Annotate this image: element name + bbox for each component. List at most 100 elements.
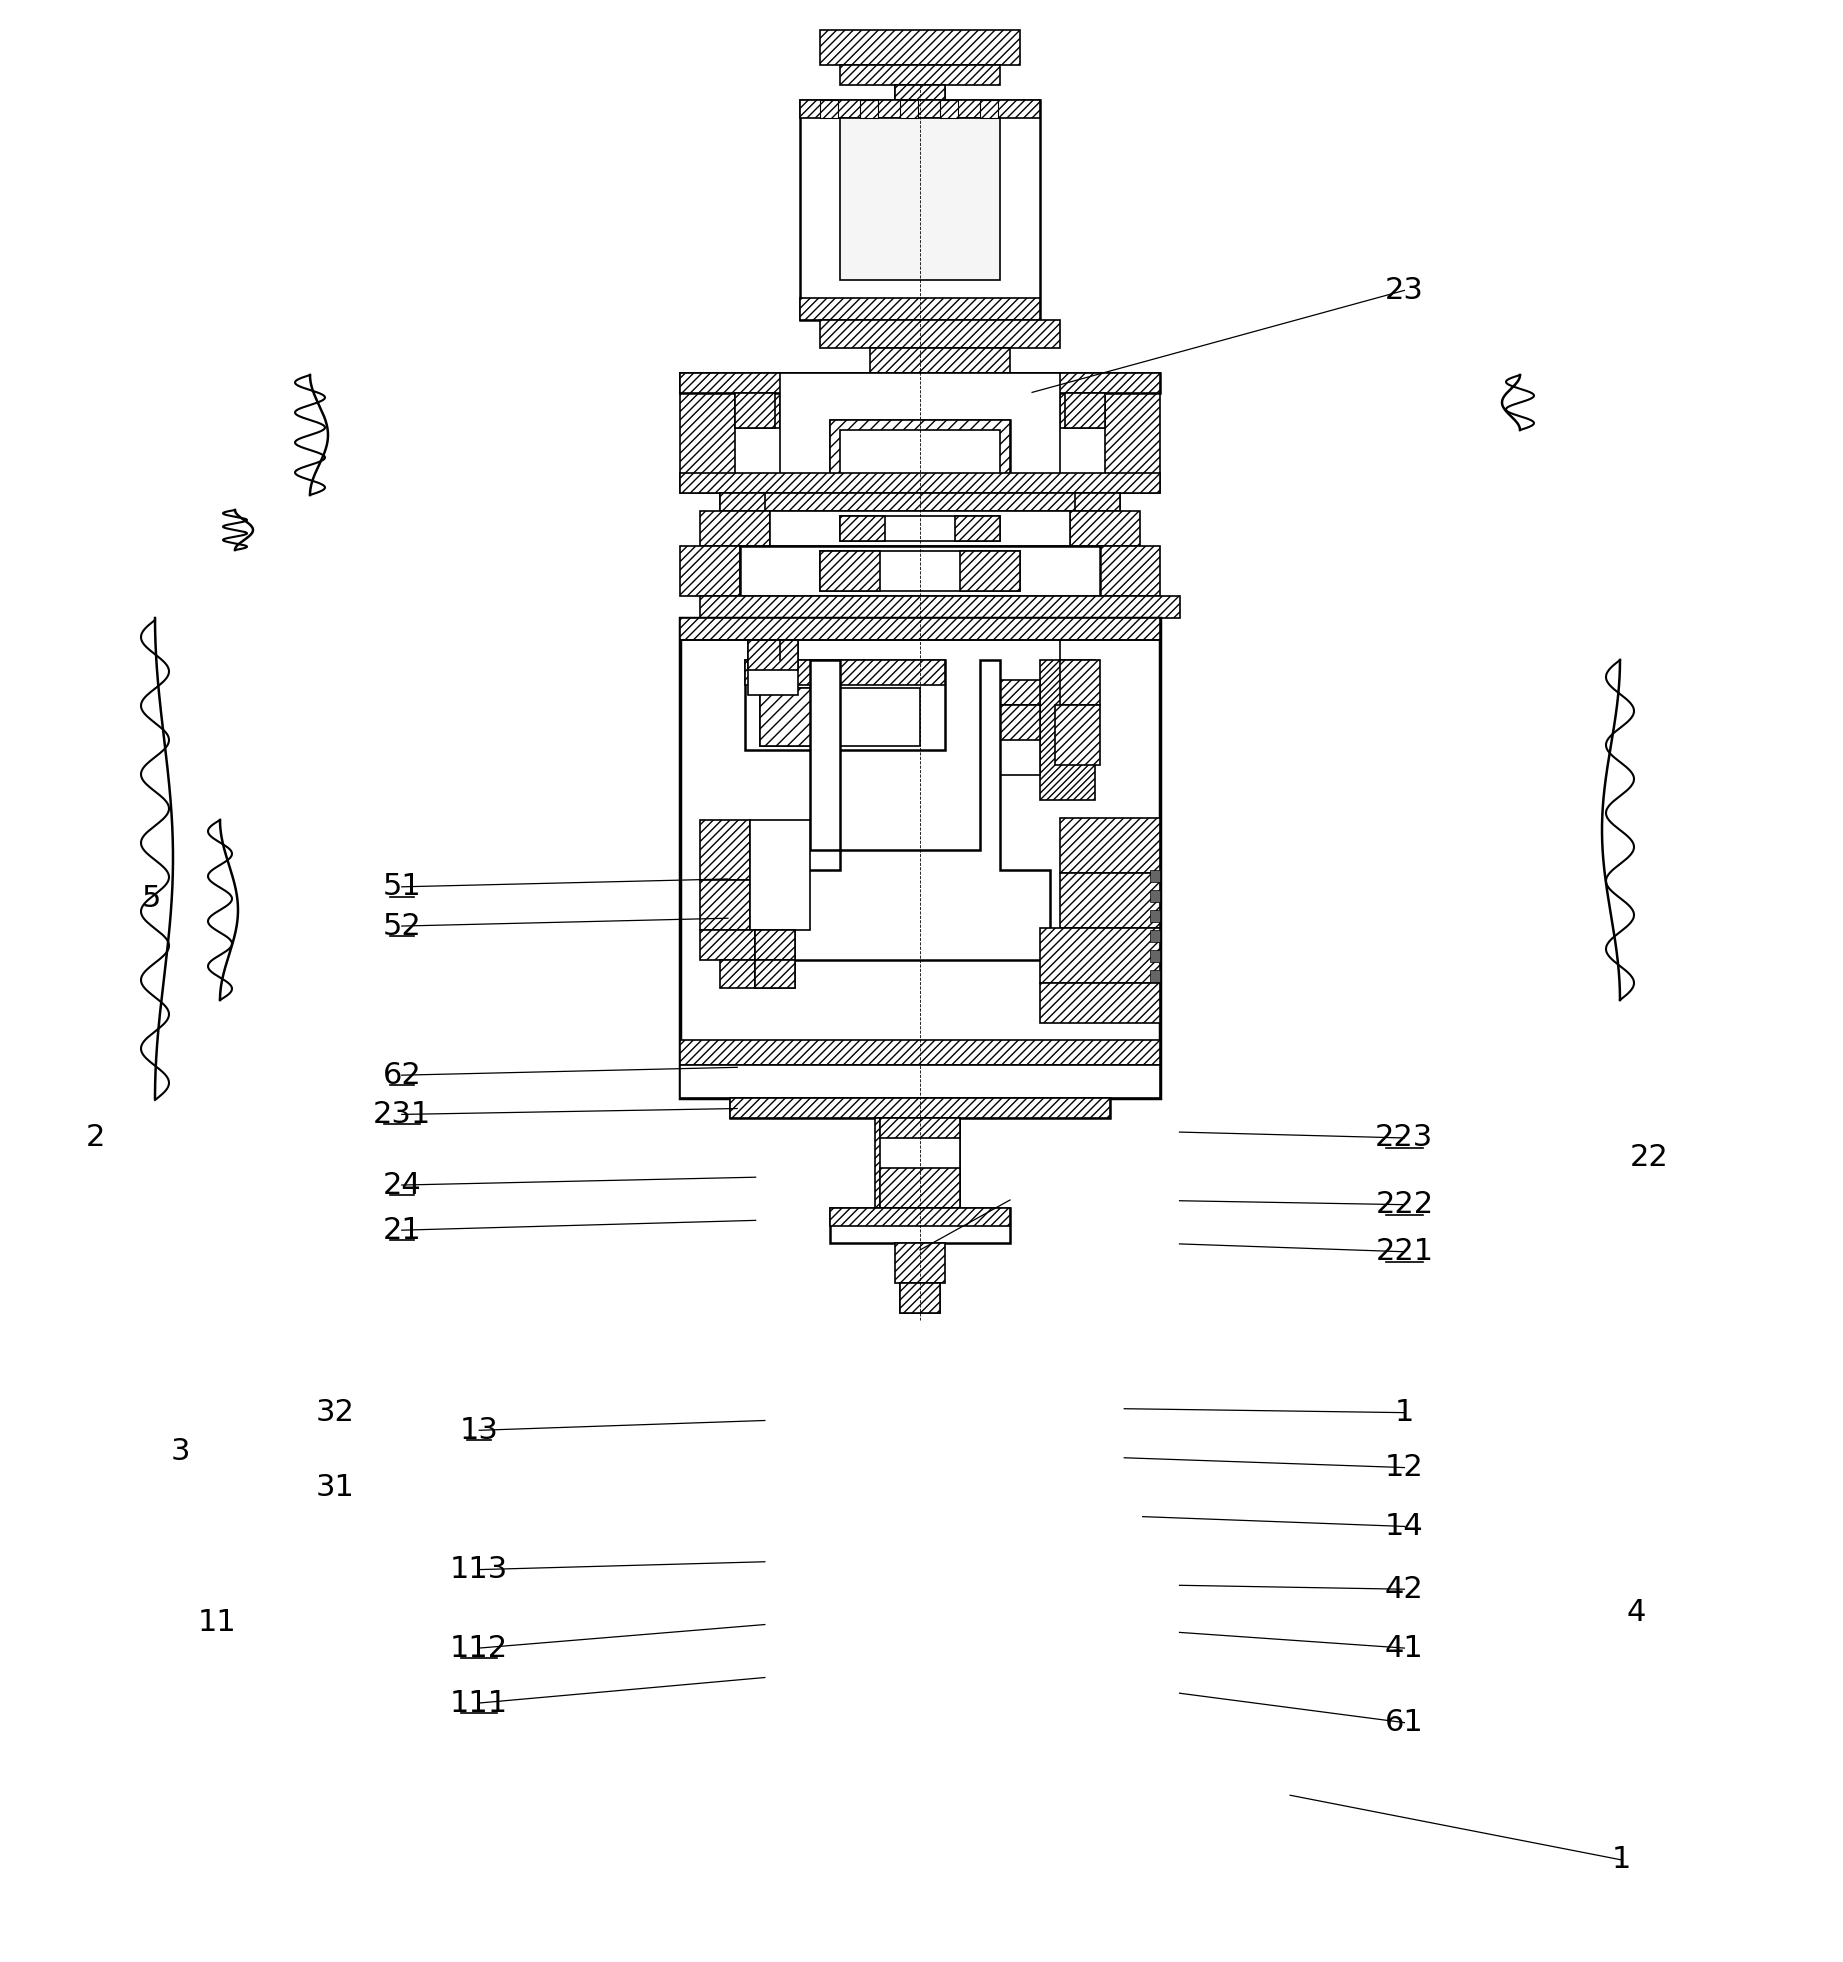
Bar [680,618,1159,640]
Bar [750,820,811,930]
Bar [1060,659,1100,704]
Bar [756,930,794,989]
Bar [1065,392,1106,428]
Bar [735,373,780,428]
Text: 111: 111 [450,1689,509,1717]
Text: 62: 62 [382,1061,422,1089]
Bar [980,100,999,118]
Text: 231: 231 [372,1101,431,1128]
Bar [700,596,1180,618]
Bar [748,640,798,669]
Bar [1095,618,1159,1099]
Bar [829,1209,1010,1226]
Bar [700,881,750,930]
Bar [759,689,820,746]
Bar [875,1118,960,1209]
Text: 24: 24 [382,1171,422,1199]
Bar [721,959,756,989]
Bar [700,930,756,959]
Bar [680,1065,1159,1099]
Bar [721,492,765,510]
Bar [800,100,1039,118]
Bar [800,100,1039,320]
Bar [1001,704,1039,740]
Text: 5: 5 [142,885,160,912]
Bar [899,100,918,118]
Bar [896,1244,945,1283]
Bar [756,959,794,989]
Bar [829,420,1010,485]
Text: 222: 222 [1375,1191,1434,1218]
Bar [1001,704,1039,775]
Text: 1: 1 [1613,1846,1631,1874]
Bar [1150,910,1159,922]
Bar [896,84,945,100]
Bar [1060,373,1106,428]
Bar [680,373,1159,392]
Bar [730,1099,1109,1118]
Bar [700,820,750,881]
Bar [1039,983,1159,1022]
Bar [1150,930,1159,942]
Bar [1039,659,1095,800]
Bar [879,1118,960,1209]
Text: 3: 3 [171,1438,190,1466]
Text: 21: 21 [382,1216,422,1244]
Bar [840,516,1001,542]
Bar [955,516,1001,542]
Bar [735,392,776,428]
Text: 11: 11 [197,1609,238,1636]
Text: 112: 112 [450,1634,509,1662]
Bar [820,551,879,591]
Bar [730,1099,1109,1118]
Bar [741,545,1100,596]
Bar [1150,969,1159,983]
Bar [899,1283,940,1313]
Text: 113: 113 [450,1556,509,1583]
Text: 51: 51 [382,873,422,901]
Text: 221: 221 [1375,1238,1434,1265]
Text: 2: 2 [87,1124,105,1152]
Bar [1106,373,1159,492]
Bar [861,100,877,118]
Text: 4: 4 [1627,1599,1646,1626]
Bar [840,65,1001,84]
Bar [940,100,958,118]
Bar [680,618,745,1099]
Text: 1: 1 [1395,1399,1414,1426]
Bar [1074,492,1121,510]
Bar [680,473,1159,492]
Bar [840,430,1001,475]
Bar [879,1118,960,1138]
Bar [759,689,920,746]
Bar [1071,510,1141,545]
Text: 223: 223 [1375,1124,1434,1152]
Bar [1100,545,1159,596]
Bar [840,516,885,542]
Bar [1150,950,1159,961]
Polygon shape [791,659,1051,959]
Bar [748,640,798,695]
Bar [870,347,1010,373]
Text: 31: 31 [315,1473,356,1501]
Text: 13: 13 [459,1417,499,1444]
Bar [770,510,1071,545]
Text: 41: 41 [1384,1634,1425,1662]
Bar [1060,618,1095,779]
Bar [960,551,1019,591]
Bar [700,510,770,545]
Bar [829,420,1010,485]
Bar [800,298,1039,320]
Text: 23: 23 [1384,277,1425,304]
Text: 22: 22 [1629,1144,1670,1171]
Bar [680,373,735,492]
Bar [1039,928,1159,983]
Bar [1060,818,1159,873]
Bar [896,84,945,100]
Bar [745,618,780,779]
Bar [879,1167,960,1209]
Text: 52: 52 [382,912,422,940]
Bar [820,29,1019,65]
Text: 42: 42 [1384,1575,1425,1603]
Bar [1054,704,1100,765]
